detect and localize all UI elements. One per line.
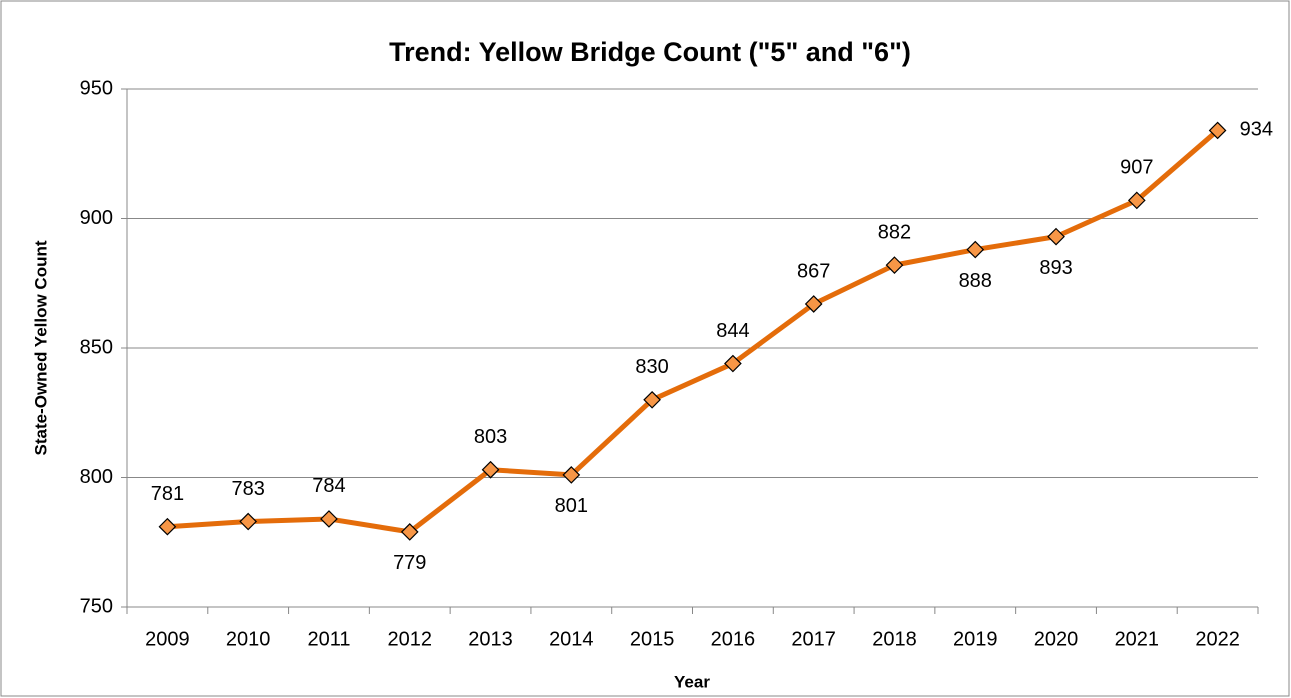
- data-label: 907: [1120, 157, 1153, 179]
- marker: [724, 354, 742, 373]
- x-tick-label: 2013: [468, 628, 513, 650]
- data-label: 781: [151, 483, 184, 505]
- x-tick-label: 2014: [549, 628, 594, 650]
- data-label: 893: [1039, 257, 1072, 279]
- marker: [1208, 121, 1227, 140]
- x-tick-label: 2010: [226, 628, 271, 650]
- data-label: 844: [716, 320, 749, 342]
- data-label: 882: [878, 221, 911, 243]
- y-tick-label: 850: [80, 336, 113, 358]
- x-axis-label: Year: [674, 672, 710, 691]
- data-label: 803: [474, 426, 507, 448]
- x-tick-label: 2020: [1034, 628, 1079, 650]
- marker: [1127, 191, 1146, 210]
- y-tick-label: 950: [80, 77, 113, 99]
- x-tick-label: 2022: [1195, 628, 1240, 650]
- data-label: 830: [635, 356, 668, 378]
- y-tick-label: 750: [80, 595, 113, 617]
- x-tick-label: 2016: [711, 628, 756, 650]
- x-tick-label: 2019: [953, 628, 998, 650]
- x-tick-label: 2011: [307, 628, 350, 650]
- marker: [804, 295, 823, 313]
- marker: [158, 517, 177, 536]
- marker: [239, 512, 258, 531]
- marker: [320, 510, 338, 528]
- marker: [562, 466, 581, 484]
- data-label: 801: [555, 495, 588, 517]
- y-axis-label: State-Owned Yellow Count: [31, 240, 50, 455]
- data-label: 867: [797, 260, 830, 282]
- line: [167, 128, 1220, 535]
- x-tick-label: 2018: [872, 628, 917, 650]
- y-tick-label: 900: [80, 207, 113, 229]
- marker: [966, 240, 985, 259]
- marker: [1047, 227, 1065, 246]
- data-label: 779: [393, 552, 426, 574]
- x-tick-label: 2012: [388, 628, 433, 650]
- marker: [643, 390, 661, 409]
- x-tick-label: 2021: [1115, 628, 1160, 650]
- data-label: 888: [959, 270, 992, 292]
- chart-title: Trend: Yellow Bridge Count ("5" and "6"): [389, 37, 911, 67]
- x-tick-label: 2017: [791, 628, 836, 650]
- data-label: 784: [312, 475, 345, 497]
- marker: [481, 460, 500, 479]
- x-tick-label: 2015: [630, 628, 675, 650]
- marker: [885, 256, 904, 274]
- data-label: 934: [1240, 119, 1273, 141]
- y-tick-label: 800: [80, 466, 113, 488]
- marker: [400, 523, 419, 541]
- x-tick-label: 2009: [145, 628, 190, 650]
- data-label: 783: [231, 478, 264, 500]
